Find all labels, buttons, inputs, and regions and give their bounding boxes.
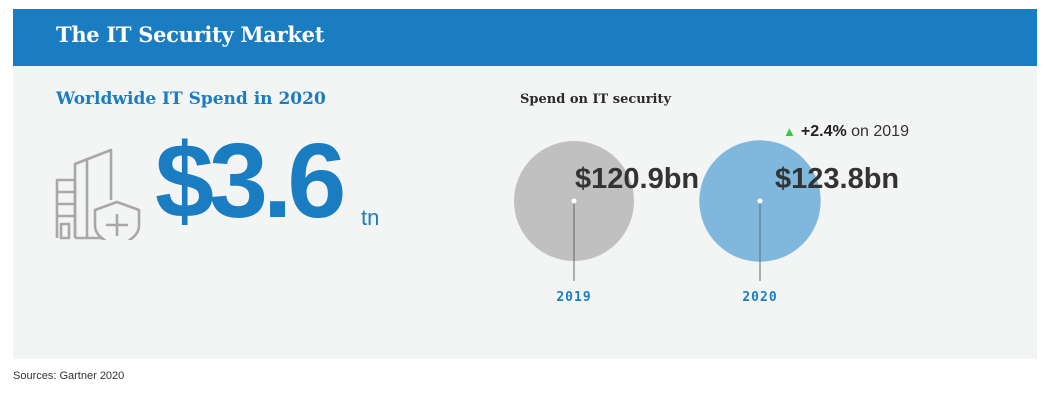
page-title: The IT Security Market	[56, 22, 325, 47]
it-spend-title: Worldwide IT Spend in 2020	[56, 89, 326, 109]
content-panel: Worldwide IT Spend in 2020 $3.6 tn Spend…	[13, 66, 1037, 359]
year-label-2019: 2019	[556, 290, 591, 305]
value-label-2020: $123.8bn	[775, 163, 899, 195]
up-arrow-icon: ▲	[783, 124, 796, 139]
building-shield-icon	[55, 148, 141, 240]
source-note: Sources: Gartner 2020	[13, 370, 125, 382]
growth-suffix: on 2019	[851, 123, 909, 140]
bubble-center-dot-2019	[571, 198, 577, 204]
year-label-2020: 2020	[742, 290, 777, 305]
value-label-2019: $120.9bn	[575, 163, 699, 195]
it-spend-unit: tn	[361, 205, 380, 230]
security-chart-title: Spend on IT security	[520, 92, 672, 107]
header-banner: The IT Security Market	[13, 9, 1037, 66]
bubble-center-dot-2020	[757, 198, 763, 204]
it-spend-value: $3.6	[155, 122, 346, 240]
growth-percent: +2.4%	[800, 123, 847, 140]
growth-indicator: ▲ +2.4% on 2019	[783, 123, 909, 141]
security-spend-chart: 2019 $120.9bn 2020 $123.8bn	[514, 140, 899, 305]
